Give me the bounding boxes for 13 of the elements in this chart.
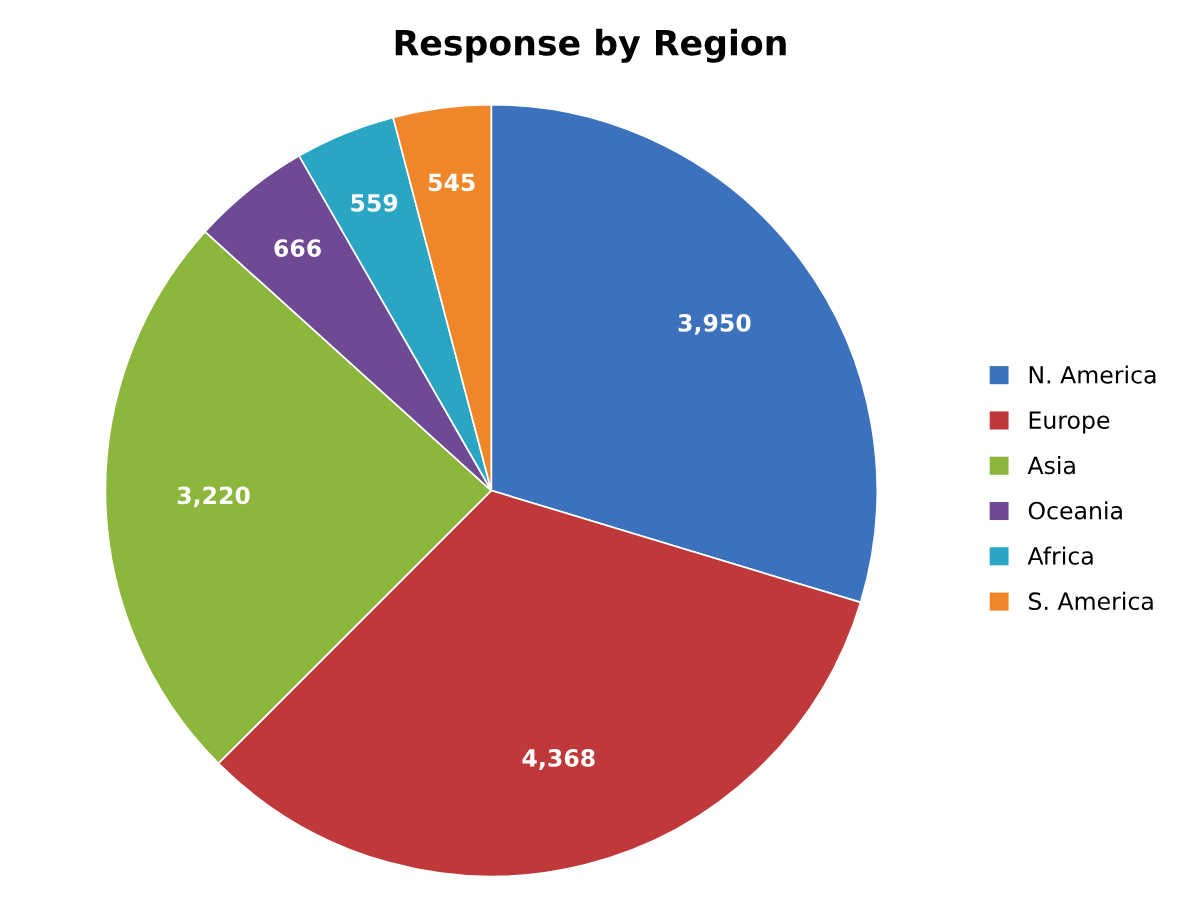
legend-label: Oceania (1028, 501, 1122, 520)
data-label: 559 (351, 193, 398, 212)
legend-label: Africa (1027, 546, 1093, 565)
data-label: 666 (274, 239, 321, 258)
legend-label: Asia (1027, 455, 1075, 475)
legend-label: Europe (1029, 411, 1110, 434)
legend-label: N. America (1029, 365, 1156, 384)
data-label: 4,368 (522, 749, 595, 770)
data-label: 3,950 (678, 313, 751, 335)
legend-label: S. America (1029, 591, 1153, 611)
data-label: 545 (428, 173, 475, 192)
chart-title: Response by Region (395, 28, 786, 63)
data-label: 3,220 (177, 486, 250, 508)
